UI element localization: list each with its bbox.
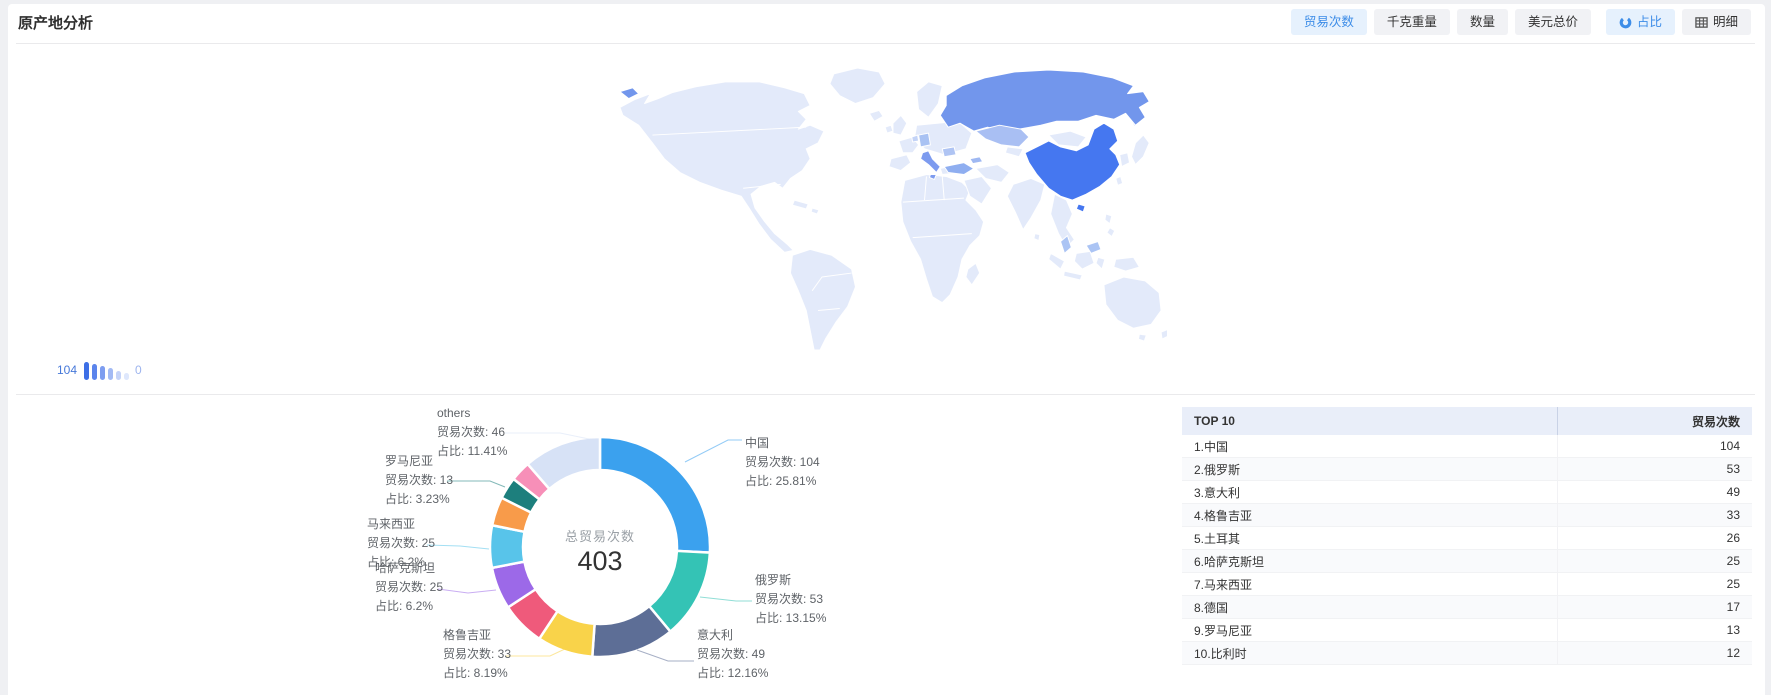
row-value: 25: [1557, 550, 1752, 572]
donut-label-俄罗斯: 俄罗斯 贸易次数: 53 占比: 13.15%: [755, 573, 827, 625]
map-indochina: [1050, 193, 1075, 248]
map-borneo: [1073, 250, 1095, 270]
metric-button-trade-count[interactable]: 贸易次数: [1290, 9, 1367, 35]
row-value: 13: [1557, 619, 1752, 641]
map-australia: [1103, 276, 1162, 329]
row-value: 25: [1557, 573, 1752, 595]
toolbar: 贸易次数 千克重量 数量 美元总价 占比 明细: [1290, 9, 1751, 35]
row-country: 2.俄罗斯: [1194, 462, 1241, 477]
map-belgium: [911, 134, 920, 143]
map-italy: [920, 150, 941, 174]
row-value: 33: [1557, 504, 1752, 526]
row-country: 10.比利时: [1194, 646, 1247, 661]
donut-label-哈萨克斯坦: 哈萨克斯坦 贸易次数: 25 占比: 6.2%: [375, 561, 444, 613]
table-row: 6.哈萨克斯坦 25: [1182, 550, 1752, 573]
donut-label-意大利: 意大利 贸易次数: 49 占比: 12.16%: [697, 628, 769, 680]
legend-max-value: 104: [57, 363, 78, 377]
metric-button-usd-total[interactable]: 美元总价: [1514, 9, 1591, 35]
map-legend: 104 0: [57, 360, 142, 380]
world-choropleth-map[interactable]: [615, 62, 1167, 354]
row-value: 49: [1557, 481, 1752, 503]
map-arabia: [963, 175, 993, 205]
table-row: 4.格鲁吉亚 33: [1182, 504, 1752, 527]
row-country: 3.意大利: [1194, 485, 1241, 500]
page-title: 原产地分析: [18, 15, 94, 32]
map-java: [1063, 270, 1083, 281]
row-value: 53: [1557, 458, 1752, 480]
map-new-guinea: [1113, 256, 1140, 272]
table-body: 1.中国 104 2.俄罗斯 53 3.意大利 49 4.格鲁吉亚 33 5.土耳其 2…: [1182, 435, 1752, 665]
table-row: 1.中国 104: [1182, 435, 1752, 458]
donut-label-马来西亚: 马来西亚 贸易次数: 25 占比: 6.2%: [367, 517, 436, 569]
row-country: 9.罗马尼亚: [1194, 623, 1253, 638]
map-south-america: [789, 248, 857, 351]
map-kazakhstan: [975, 124, 1030, 148]
map-central-asia: [1004, 146, 1024, 158]
table-header-value: 贸易次数: [1557, 407, 1752, 435]
section-divider: [16, 394, 1755, 395]
table-row: 5.土耳其 26: [1182, 527, 1752, 550]
metric-button-quantity[interactable]: 数量: [1456, 9, 1508, 35]
map-iberia: [888, 154, 912, 172]
map-korea: [1119, 152, 1131, 168]
map-malaysia: [1060, 235, 1072, 254]
map-africa: [900, 173, 985, 304]
map-iran: [975, 164, 1010, 183]
table-header: TOP 10 贸易次数: [1182, 407, 1752, 435]
row-value: 26: [1557, 527, 1752, 549]
map-mongolia: [1048, 130, 1087, 148]
table-row: 8.德国 17: [1182, 596, 1752, 619]
table-header-rank: TOP 10: [1194, 414, 1235, 428]
map-russia-east-tip: [619, 87, 640, 100]
donut-center-label: 总贸易次数 403: [564, 529, 635, 576]
map-cuba: [791, 199, 809, 210]
row-country: 5.土耳其: [1194, 531, 1241, 546]
table-row: 10.比利时 12: [1182, 642, 1752, 665]
row-country: 6.哈萨克斯坦: [1194, 554, 1265, 569]
table-row: 7.马来西亚 25: [1182, 573, 1752, 596]
donut-label-罗马尼亚: 罗马尼亚 贸易次数: 13 占比: 3.23%: [385, 454, 454, 506]
legend-bars: [84, 360, 130, 380]
header-divider: [16, 43, 1755, 44]
metric-button-kg-weight[interactable]: 千克重量: [1373, 9, 1450, 35]
row-value: 12: [1557, 642, 1752, 664]
donut-label-中国: 中国 贸易次数: 104 占比: 25.81%: [745, 436, 820, 488]
map-philippines: [1104, 213, 1113, 225]
donut-icon: [1619, 16, 1632, 29]
map-romania: [941, 146, 957, 158]
map-china: [1024, 122, 1121, 201]
donut-label-格鲁吉亚: 格鲁吉亚 贸易次数: 33 占比: 8.19%: [443, 628, 512, 680]
map-greenland: [829, 67, 886, 105]
top10-table: TOP 10 贸易次数 1.中国 104 2.俄罗斯 53 3.意大利 49 4.格鲁…: [1182, 407, 1752, 665]
row-country: 7.马来西亚: [1194, 577, 1253, 592]
map-turkey: [943, 162, 975, 175]
table-row: 9.罗马尼亚 13: [1182, 619, 1752, 642]
legend-min-value: 0: [135, 363, 142, 377]
map-scandinavia: [916, 81, 943, 118]
map-north-america: [619, 81, 825, 253]
row-country: 1.中国: [1194, 439, 1229, 454]
map-uk: [892, 114, 908, 136]
table-row: 3.意大利 49: [1182, 481, 1752, 504]
view-button-ratio[interactable]: 占比: [1605, 9, 1675, 35]
panel-card: [8, 4, 1765, 695]
view-button-detail[interactable]: 明细: [1681, 9, 1751, 35]
map-germany: [918, 132, 931, 148]
map-sumatra: [1048, 252, 1065, 270]
map-japan: [1131, 134, 1150, 166]
row-country: 4.格鲁吉亚: [1194, 508, 1253, 523]
map-georgia: [969, 156, 984, 165]
map-russia: [939, 69, 1150, 132]
table-row: 2.俄罗斯 53: [1182, 458, 1752, 481]
row-value: 104: [1557, 435, 1752, 457]
row-country: 8.德国: [1194, 600, 1229, 615]
table-icon: [1695, 16, 1708, 29]
donut-label-others: others 贸易次数: 46 占比: 11.41%: [437, 406, 508, 458]
map-india: [1006, 177, 1046, 231]
map-madagascar: [965, 262, 981, 286]
row-value: 17: [1557, 596, 1752, 618]
